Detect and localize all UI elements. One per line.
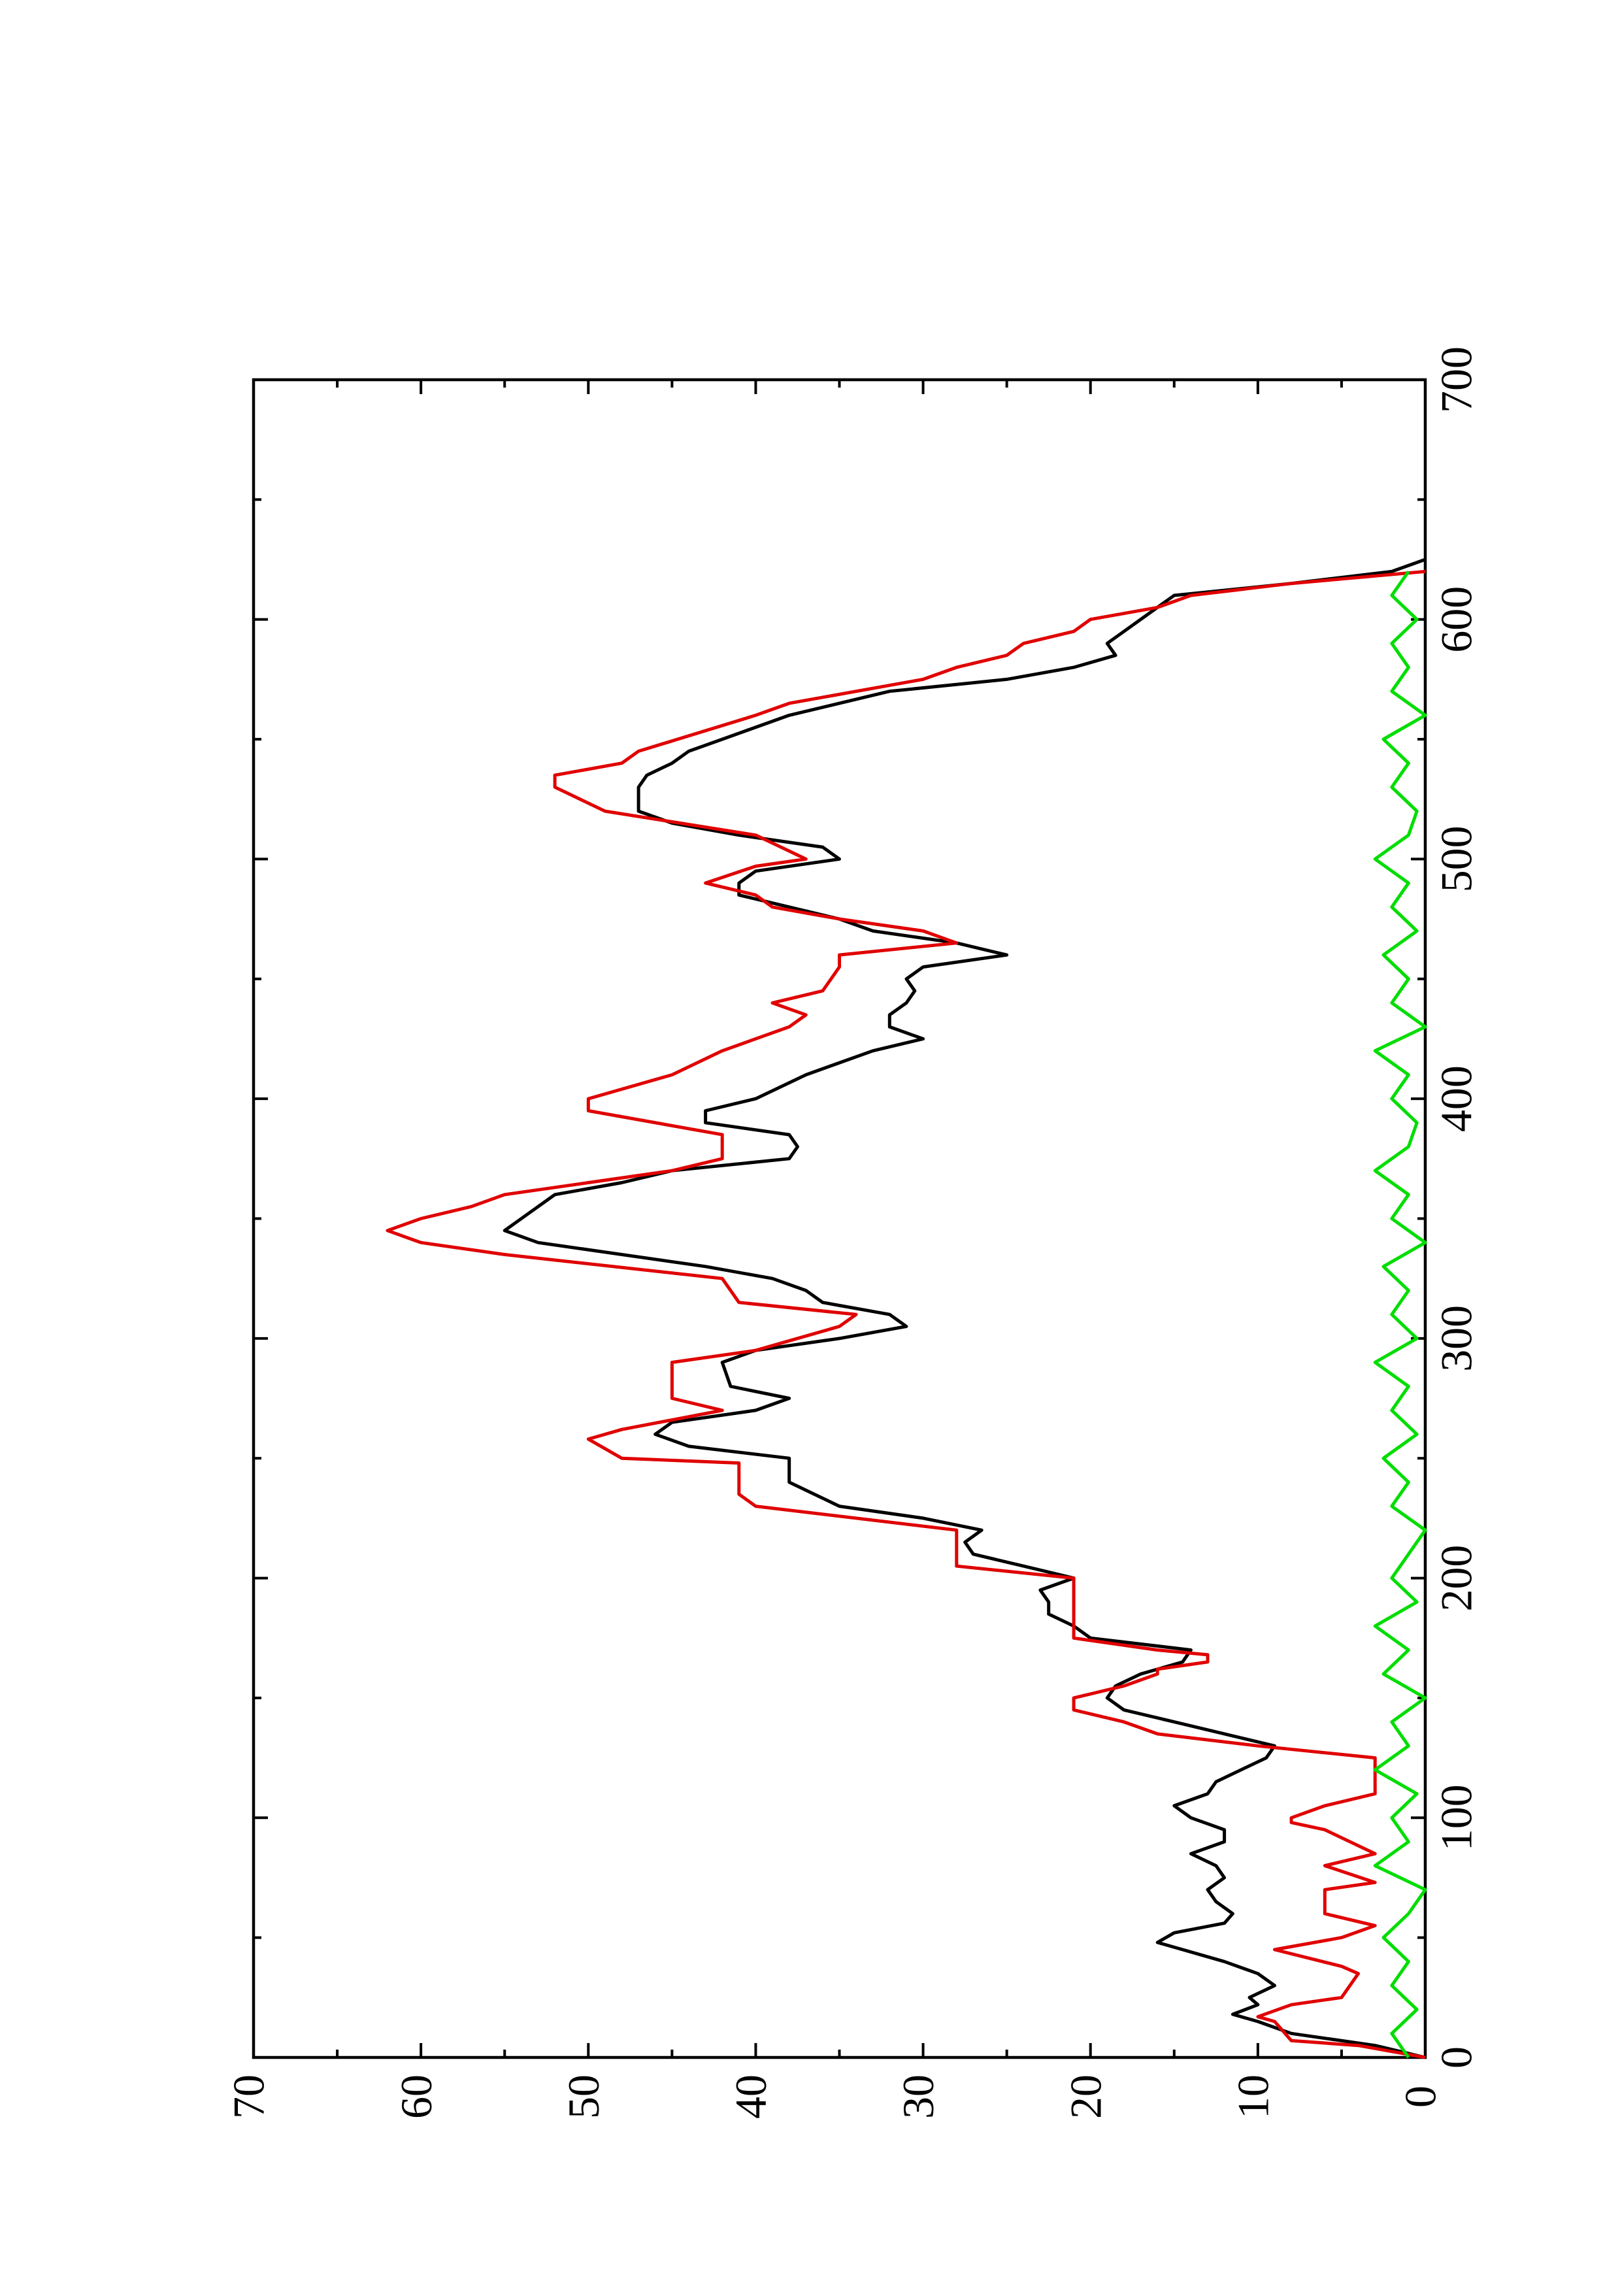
series-line (1373, 570, 1427, 2059)
x-tick-label: 300 (1432, 1305, 1481, 1372)
y-tick-label: 70 (224, 2074, 274, 2119)
x-tick-label: 600 (1432, 586, 1481, 653)
y-tick-label: 20 (1061, 2074, 1110, 2119)
x-tick-label: 0 (1432, 2046, 1481, 2069)
y-tick-label: 10 (1228, 2074, 1278, 2119)
y-tick-label: 0 (1396, 2086, 1446, 2108)
x-tick-label: 500 (1432, 825, 1481, 892)
x-tick-label: 400 (1432, 1065, 1481, 1132)
x-tick-label: 100 (1432, 1784, 1481, 1851)
series-line (503, 557, 1426, 2059)
y-tick-label: 40 (726, 2074, 776, 2119)
y-tick-label: 60 (391, 2074, 441, 2119)
y-tick-label: 50 (559, 2074, 608, 2119)
plot-frame (252, 378, 1427, 2059)
y-tick-label: 30 (893, 2074, 943, 2119)
series-line (386, 569, 1426, 2059)
x-tick-label: 200 (1432, 1545, 1481, 1612)
x-tick-label: 700 (1432, 346, 1481, 413)
